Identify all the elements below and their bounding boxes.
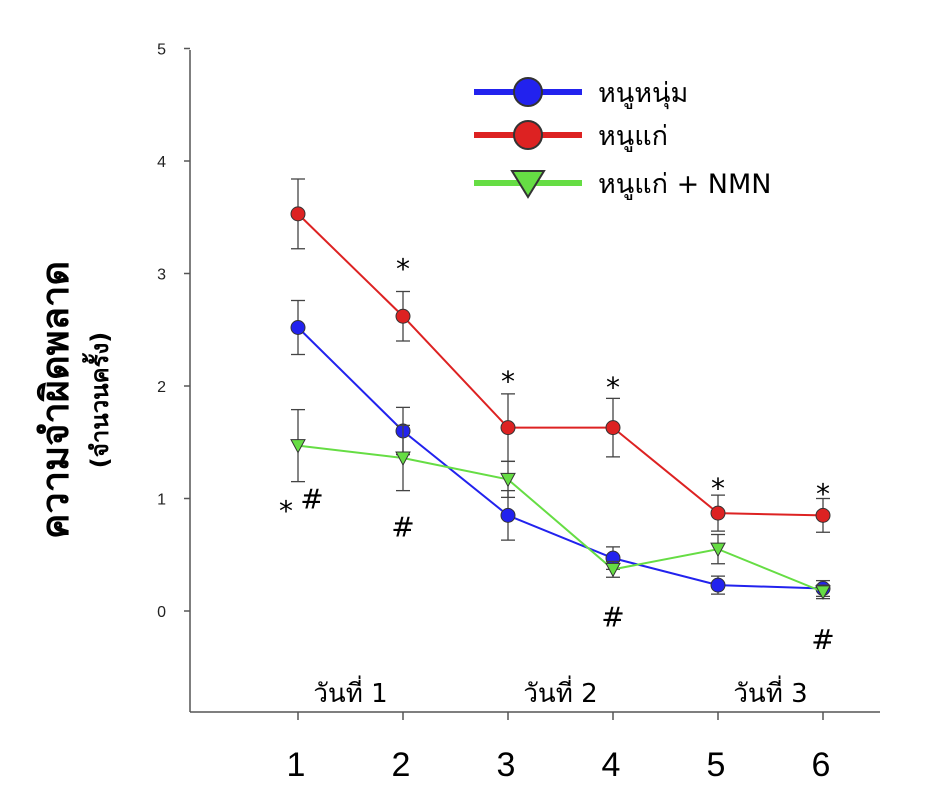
x-tick-label: 6: [812, 746, 831, 784]
data-point: [605, 562, 621, 578]
data-point: [395, 308, 411, 324]
y-tick-label: 0: [157, 604, 166, 621]
data-point: [710, 542, 726, 558]
x-ticks: 1 2 3 4 5 6: [287, 712, 831, 784]
x-tick-label: 3: [497, 746, 516, 784]
y-tick-label: 1: [157, 492, 166, 509]
data-point: [815, 507, 831, 523]
significance-hash: #: [601, 601, 624, 634]
significance-star: *: [606, 371, 620, 404]
y-tick-label: 4: [157, 154, 166, 171]
significance-annotations: * #*#* *#* *#: [279, 253, 835, 657]
series-layer: [290, 178, 831, 600]
series-2: [290, 178, 831, 533]
legend-label: หนูหนุ่ม: [598, 78, 688, 110]
significance-hash: #: [391, 511, 414, 544]
y-tick-label: 5: [157, 42, 166, 59]
data-point: [290, 320, 306, 335]
legend-label: หนูแก่ + NMN: [598, 169, 771, 200]
series-line: [297, 326, 824, 590]
series-3: [290, 408, 831, 600]
x-tick-label: 1: [287, 746, 306, 784]
data-point: [395, 451, 411, 467]
significance-hash: #: [811, 623, 834, 656]
legend-label: หนูแก่: [598, 121, 668, 152]
y-axis-sublabel: (จำนวนครั้ง): [81, 332, 114, 468]
x-tick-label: 2: [392, 746, 411, 784]
y-tick-label: 2: [157, 379, 166, 396]
significance-star: *: [396, 253, 410, 286]
legend-marker: [513, 77, 543, 107]
y-tick-label: 3: [157, 267, 166, 284]
series-line: [297, 444, 824, 593]
data-point: [815, 585, 831, 600]
legend-marker: [510, 170, 546, 199]
significance-hash: #: [300, 483, 323, 516]
data-point: [710, 505, 726, 521]
data-point: [500, 507, 516, 523]
day-label: วันที่ 3: [733, 675, 807, 709]
series-1: [290, 299, 831, 598]
day-labels: วันที่ 1 วันที่ 2 วันที่ 3: [313, 675, 807, 709]
significance-star: *: [501, 365, 515, 398]
series-line: [297, 213, 824, 517]
data-point: [605, 420, 621, 436]
day-label: วันที่ 2: [523, 675, 597, 709]
x-tick-label: 4: [602, 746, 621, 784]
data-point: [290, 206, 306, 222]
data-point: [290, 439, 306, 454]
significance-star: *: [279, 495, 293, 528]
significance-star: *: [711, 472, 725, 505]
data-point: [500, 420, 516, 436]
y-axis-label: ความจำผิดพลาด: [33, 261, 77, 539]
y-ticks: 0 1 2 3 4 5: [157, 42, 190, 621]
day-label: วันที่ 1: [313, 675, 387, 709]
data-point: [710, 577, 726, 593]
data-point: [500, 472, 516, 488]
x-tick-label: 5: [707, 746, 726, 784]
legend: หนูหนุ่มหนูแก่หนูแก่ + NMN: [474, 77, 771, 200]
legend-marker: [513, 120, 543, 150]
significance-star: *: [816, 478, 830, 511]
